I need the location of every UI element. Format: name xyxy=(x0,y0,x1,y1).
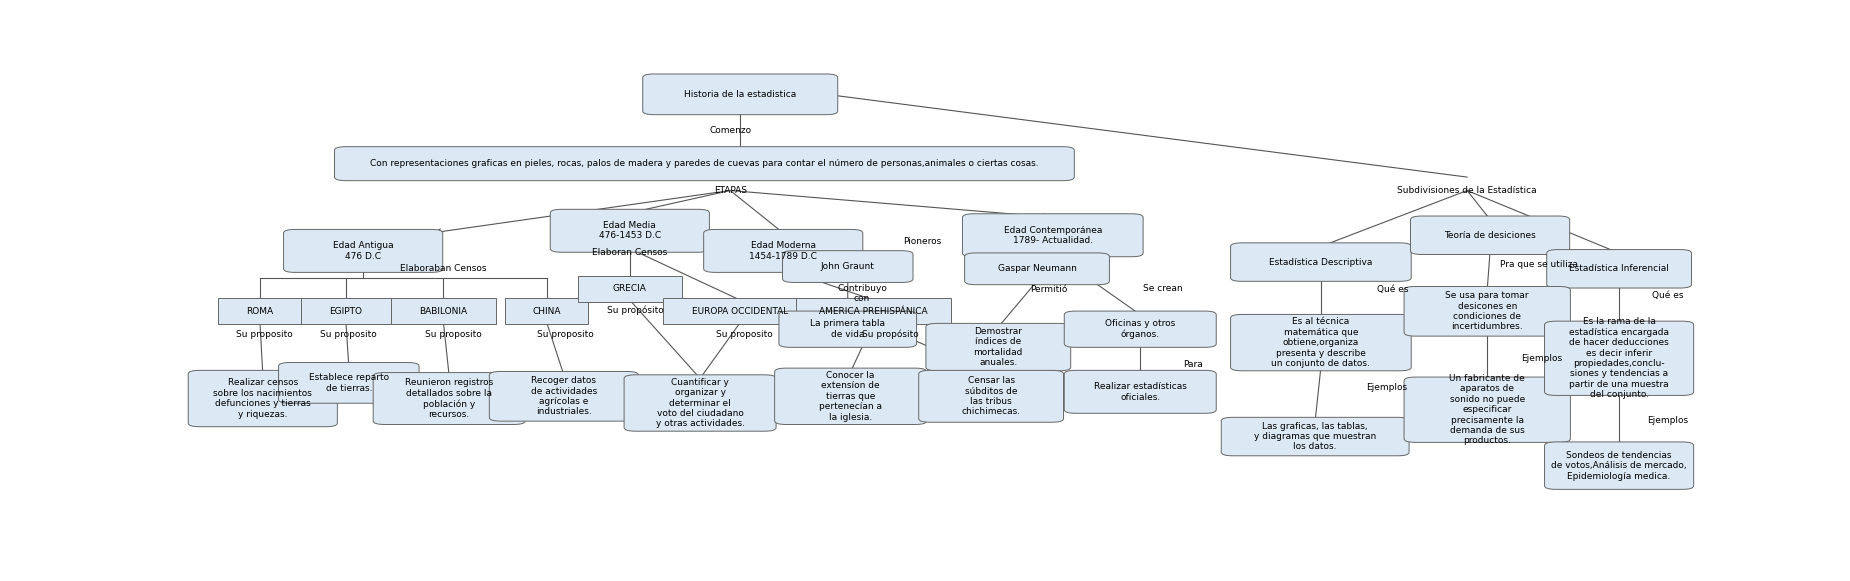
FancyBboxPatch shape xyxy=(283,229,442,272)
Text: Ejemplos: Ejemplos xyxy=(1521,354,1561,363)
FancyBboxPatch shape xyxy=(1547,250,1691,288)
Text: Elaboraban Censos: Elaboraban Censos xyxy=(400,264,487,273)
FancyBboxPatch shape xyxy=(783,250,914,282)
FancyBboxPatch shape xyxy=(549,209,709,252)
Text: Oficinas y otros
órganos.: Oficinas y otros órganos. xyxy=(1104,319,1175,339)
Text: Su proposito: Su proposito xyxy=(426,330,481,339)
Text: Permitió: Permitió xyxy=(1030,285,1067,295)
FancyBboxPatch shape xyxy=(1230,314,1412,371)
FancyBboxPatch shape xyxy=(964,253,1110,285)
Text: Pioneros: Pioneros xyxy=(903,238,942,246)
Text: Realizar estadísticas
oficiales.: Realizar estadísticas oficiales. xyxy=(1093,382,1186,401)
Text: Su propósito: Su propósito xyxy=(862,330,919,339)
Text: Se usa para tomar
desicones en
condiciones de
incertidumbres.: Se usa para tomar desicones en condicion… xyxy=(1445,291,1528,331)
FancyBboxPatch shape xyxy=(189,370,337,426)
Text: Edad Moderna
1454-1789 D.C: Edad Moderna 1454-1789 D.C xyxy=(749,241,818,261)
Text: Qué es: Qué es xyxy=(1376,285,1408,295)
Text: Subdivisiones de la Estadística: Subdivisiones de la Estadística xyxy=(1397,186,1537,195)
Text: GRECIA: GRECIA xyxy=(612,285,648,293)
Text: Elaboran Censos: Elaboran Censos xyxy=(592,248,668,257)
Text: Qué es: Qué es xyxy=(1652,291,1684,300)
Text: Se crean: Se crean xyxy=(1143,285,1182,293)
Text: Gaspar Neumann: Gaspar Neumann xyxy=(997,264,1077,273)
Text: Reunieron registros
detallados sobre la
población y
recursos.: Reunieron registros detallados sobre la … xyxy=(405,378,494,419)
Text: Demostrar
índices de
mortalidad
anuales.: Demostrar índices de mortalidad anuales. xyxy=(973,327,1023,367)
Text: La primera tabla
de vida: La primera tabla de vida xyxy=(810,320,886,339)
FancyBboxPatch shape xyxy=(779,311,916,347)
FancyBboxPatch shape xyxy=(390,298,496,324)
FancyBboxPatch shape xyxy=(623,375,777,431)
Text: Estadística Inferencial: Estadística Inferencial xyxy=(1569,264,1669,273)
Text: Su proposito: Su proposito xyxy=(235,330,292,339)
FancyBboxPatch shape xyxy=(962,214,1143,257)
Text: ETAPAS: ETAPAS xyxy=(714,186,747,195)
Text: Para: Para xyxy=(1184,360,1202,370)
Text: John Graunt: John Graunt xyxy=(821,262,875,271)
Text: Es la rama de la
estadística encargada
de hacer deducciones
es decir inferir
pro: Es la rama de la estadística encargada d… xyxy=(1569,317,1669,399)
FancyBboxPatch shape xyxy=(1064,370,1215,413)
FancyBboxPatch shape xyxy=(1410,216,1569,254)
FancyBboxPatch shape xyxy=(505,298,588,324)
Text: BABILONIA: BABILONIA xyxy=(420,307,468,316)
Text: CHINA: CHINA xyxy=(533,307,561,316)
Text: Cuantificar y
organizar y
determinar el
voto del ciudadano
y otras actividades.: Cuantificar y organizar y determinar el … xyxy=(655,378,744,428)
FancyBboxPatch shape xyxy=(218,298,302,324)
Text: Su proposito: Su proposito xyxy=(320,330,377,339)
Text: Ejemplos: Ejemplos xyxy=(1646,417,1689,425)
FancyBboxPatch shape xyxy=(775,368,927,425)
FancyBboxPatch shape xyxy=(577,276,683,302)
Text: Su proposito: Su proposito xyxy=(536,330,594,339)
FancyBboxPatch shape xyxy=(1230,243,1412,281)
FancyBboxPatch shape xyxy=(302,298,390,324)
FancyBboxPatch shape xyxy=(703,229,862,272)
FancyBboxPatch shape xyxy=(1404,286,1571,336)
FancyBboxPatch shape xyxy=(1404,377,1571,442)
FancyBboxPatch shape xyxy=(1064,311,1215,347)
Text: Con representaciones graficas en pieles, rocas, palos de madera y paredes de cue: Con representaciones graficas en pieles,… xyxy=(370,159,1038,168)
Text: Edad Antigua
476 D.C: Edad Antigua 476 D.C xyxy=(333,241,394,261)
Text: Un fabricante de
aparatos de
sonido no puede
especificar
precisamente la
demanda: Un fabricante de aparatos de sonido no p… xyxy=(1449,374,1524,446)
Text: Su propósito: Su propósito xyxy=(607,306,664,315)
FancyBboxPatch shape xyxy=(335,146,1075,181)
Text: Estadística Descriptiva: Estadística Descriptiva xyxy=(1269,257,1373,267)
FancyBboxPatch shape xyxy=(642,74,838,114)
Text: Conocer la
extensíon de
tierras que
pertenecían a
la iglesia.: Conocer la extensíon de tierras que pert… xyxy=(820,371,882,422)
FancyBboxPatch shape xyxy=(662,298,818,324)
FancyBboxPatch shape xyxy=(374,372,525,425)
Text: Pra que se utiliza: Pra que se utiliza xyxy=(1500,260,1578,269)
Text: Ejemplos: Ejemplos xyxy=(1367,383,1408,392)
FancyBboxPatch shape xyxy=(925,324,1071,371)
Text: Comenzo: Comenzo xyxy=(709,125,751,135)
Text: Contribuyo
con: Contribuyo con xyxy=(838,284,886,303)
FancyBboxPatch shape xyxy=(488,371,638,421)
FancyBboxPatch shape xyxy=(1221,417,1410,456)
FancyBboxPatch shape xyxy=(919,370,1064,422)
FancyBboxPatch shape xyxy=(1545,442,1695,489)
Text: Edad Media
476-1453 D.C: Edad Media 476-1453 D.C xyxy=(599,221,660,241)
Text: AMERICA PREHISPÁNICA: AMERICA PREHISPÁNICA xyxy=(820,307,929,316)
Text: ROMA: ROMA xyxy=(246,307,274,316)
Text: Censar las
súbditos de
las tribus
chichimecas.: Censar las súbditos de las tribus chichi… xyxy=(962,376,1021,417)
Text: Establece reparto
de tierras.: Establece reparto de tierras. xyxy=(309,373,388,393)
Text: Recoger datos
de actividades
agrícolas e
industriales.: Recoger datos de actividades agrícolas e… xyxy=(531,376,598,417)
Text: Sondeos de tendencias
de votos,Análisis de mercado,
Epidemiología medica.: Sondeos de tendencias de votos,Análisis … xyxy=(1552,451,1687,480)
Text: EUROPA OCCIDENTAL: EUROPA OCCIDENTAL xyxy=(692,307,788,316)
Text: Las graficas, las tablas,
y diagramas que muestran
los datos.: Las graficas, las tablas, y diagramas qu… xyxy=(1254,422,1376,451)
Text: Realizar censos
sobre los nacimientos
defunciones y tierras
y riquezas.: Realizar censos sobre los nacimientos de… xyxy=(213,378,313,419)
Text: EGIPTO: EGIPTO xyxy=(329,307,363,316)
Text: Edad Contemporánea
1789- Actualidad.: Edad Contemporánea 1789- Actualidad. xyxy=(1003,225,1103,245)
Text: Teoría de desiciones: Teoría de desiciones xyxy=(1445,231,1536,240)
FancyBboxPatch shape xyxy=(796,298,951,324)
Text: Su proposito: Su proposito xyxy=(716,330,773,339)
FancyBboxPatch shape xyxy=(279,363,420,403)
Text: Es al técnica
matemática que
obtiene,organiza
presenta y describe
un conjunto de: Es al técnica matemática que obtiene,org… xyxy=(1271,317,1371,368)
Text: Historia de la estadistica: Historia de la estadistica xyxy=(684,90,796,99)
FancyBboxPatch shape xyxy=(1545,321,1695,396)
